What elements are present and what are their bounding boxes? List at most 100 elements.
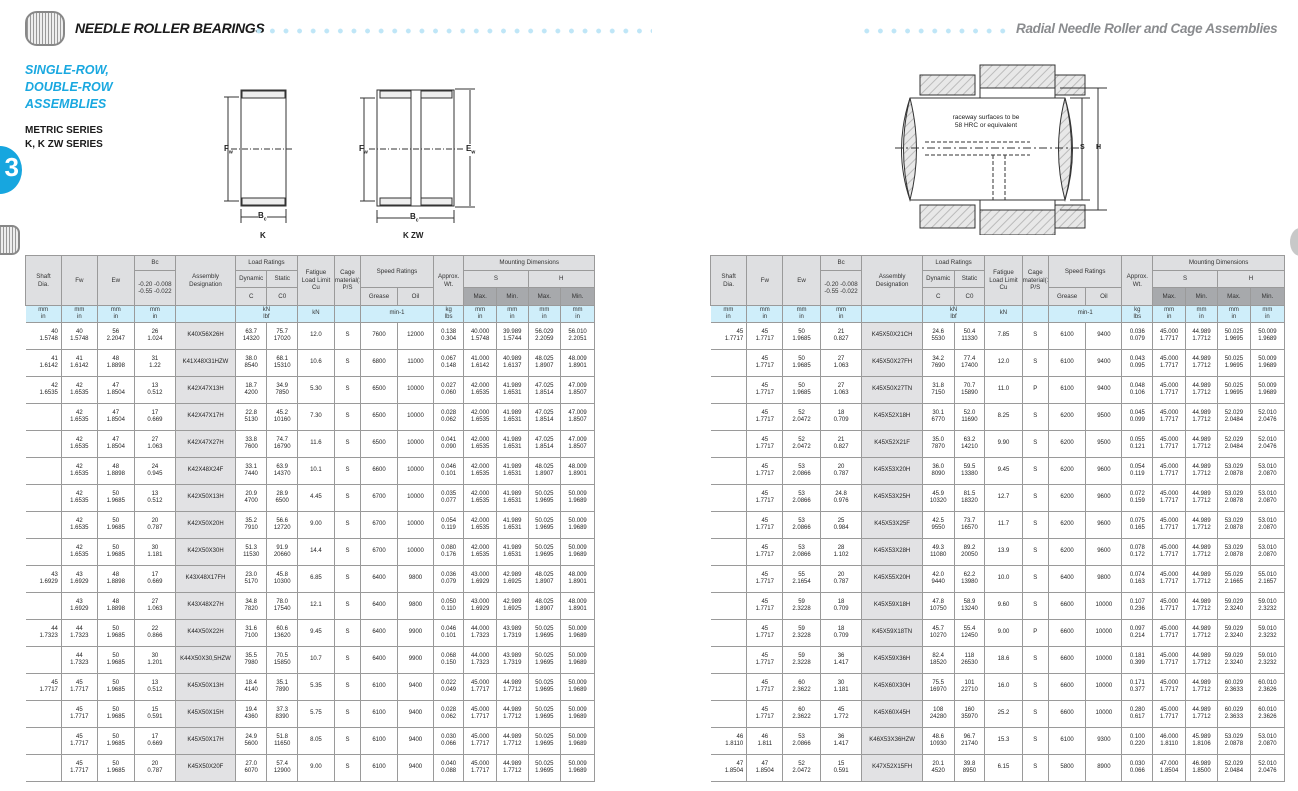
table-row[interactable]: 45 1.7717 59 2.3228 18 0.709 K45X59X18TN 45.… — [710, 619, 1286, 647]
table-row[interactable]: 45 1.7717 53 2.0866 20 0.787 K45X53X20H 36.0… — [710, 457, 1286, 485]
cell-fatigue-limit: 5.35 — [296, 673, 335, 701]
cell-fatigue-limit: 8.25 — [984, 403, 1023, 431]
table-row[interactable]: 45 1.7717 59 2.3228 18 0.709 K45X59X18H 47.8… — [710, 592, 1286, 620]
table-row[interactable]: 42 1.6535 48 1.8898 24 0.945 K42X48X24F 33.1… — [25, 457, 595, 485]
cell-dynamic-c: 45.9 10320 — [921, 484, 955, 512]
section-tab[interactable]: 3 — [0, 146, 22, 194]
cell-shaft-dia — [710, 511, 748, 539]
cell-s-min: 41.989 1.6531 — [495, 511, 529, 539]
cell-s-max: 42.000 1.6535 — [463, 511, 497, 539]
table-row[interactable]: 45 1.7717 53 2.0866 24.8 0.976 K45X53X25H 45… — [710, 484, 1286, 512]
cell-shaft-dia — [710, 619, 748, 647]
header-fw: Fw — [746, 255, 784, 306]
table-row[interactable]: 42 1.6535 47 1.8504 27 1.063 K42X47X27H 33.8… — [25, 430, 595, 458]
table-row[interactable]: 42 1.6535 42 1.6535 47 1.8504 13 0.512 K42X4… — [25, 376, 595, 404]
table-row[interactable]: 45 1.7717 59 2.3228 36 1.417 K45X59X36H 82.4… — [710, 646, 1286, 674]
cell-ew: 50 1.9685 — [96, 511, 135, 539]
cell-designation: K45X55X20H — [861, 565, 923, 593]
cell-speed-oil: 9400 — [1085, 376, 1123, 404]
cell-bc: 21 0.827 — [819, 430, 863, 458]
cell-fw: 46 1.811 — [746, 727, 784, 755]
cell-dynamic-c: 38.0 8540 — [234, 349, 268, 377]
table-row[interactable]: 45 1.7717 50 1.9685 17 0.669 K45X50X17H 24.9… — [25, 727, 595, 755]
cell-h-max: 47.025 1.8514 — [527, 430, 562, 458]
cell-weight: 0.067 0.148 — [432, 349, 465, 377]
cell-fw: 45 1.7717 — [746, 619, 784, 647]
cell-h-min: 59.010 2.3232 — [1249, 646, 1286, 674]
cell-fatigue-limit: 4.45 — [296, 484, 335, 512]
cell-s-min: 41.989 1.6531 — [495, 457, 529, 485]
cell-h-min: 47.009 1.8507 — [560, 403, 595, 431]
cell-fw: 43 1.6929 — [60, 592, 98, 620]
header-s-max: Max. — [1152, 287, 1187, 306]
dotted-rule — [860, 28, 1012, 34]
cell-dynamic-c: 19.4 4360 — [234, 700, 268, 728]
table-row[interactable]: 45 1.7717 45 1.7717 50 1.9685 13 0.512 K45X5… — [25, 673, 595, 701]
cell-dynamic-c: 45.7 10270 — [921, 619, 955, 647]
table-row[interactable]: 45 1.7717 52 2.0472 21 0.827 K45X52X21F 35.0… — [710, 430, 1286, 458]
right-spec-table: Shaft Dia. Fw Ew Bc Assembly Designation Load… — [709, 255, 1286, 782]
cell-speed-oil: 9400 — [1085, 322, 1123, 350]
cell-speed-grease: 6100 — [1047, 322, 1087, 350]
table-row[interactable]: 43 1.6929 43 1.6929 48 1.8898 17 0.669 K43X4… — [25, 565, 595, 593]
cell-cage-material: S — [333, 538, 362, 566]
cell-bc: 17 0.669 — [133, 403, 177, 431]
table-row[interactable]: 43 1.6929 48 1.8898 27 1.063 K43X48X27H 34.8… — [25, 592, 595, 620]
cell-speed-grease: 6200 — [1047, 403, 1087, 431]
cell-fatigue-limit: 11.0 — [984, 376, 1023, 404]
header-c0: C0 — [953, 287, 986, 306]
cell-ew: 60 2.3622 — [782, 673, 821, 701]
table-row[interactable]: 45 1.7717 45 1.7717 50 1.9685 21 0.827 K45X5… — [710, 322, 1286, 350]
cell-shaft-dia: 45 1.7717 — [710, 322, 748, 350]
table-row[interactable]: 45 1.7717 53 2.0866 25 0.984 K45X53X25F 42.5… — [710, 511, 1286, 539]
cell-fatigue-limit: 11.7 — [984, 511, 1023, 539]
table-row[interactable]: 44 1.7323 50 1.9685 30 1.201 K44X50X30,5HZW… — [25, 646, 595, 674]
cell-fatigue-limit: 11.6 — [296, 430, 335, 458]
cell-ew: 48 1.8898 — [96, 565, 135, 593]
cell-speed-grease: 6400 — [360, 592, 398, 620]
table-row[interactable]: 44 1.7323 44 1.7323 50 1.9685 22 0.866 K44X5… — [25, 619, 595, 647]
table-row[interactable]: 45 1.7717 50 1.9685 27 1.063 K45X50X27FH 34.… — [710, 349, 1286, 377]
table-row[interactable]: 46 1.8110 46 1.811 53 2.0866 36 1.417 K46X53… — [710, 727, 1286, 755]
cell-h-min: 50.009 1.9689 — [1249, 349, 1286, 377]
bearing-side-icon — [0, 225, 20, 255]
table-row[interactable]: 45 1.7717 53 2.0866 28 1.102 K45X53X28H 49.3… — [710, 538, 1286, 566]
table-row[interactable]: 42 1.6535 47 1.8504 17 0.669 K42X47X17H 22.8… — [25, 403, 595, 431]
unit-s-min: mm in — [495, 305, 529, 323]
header-bc: Bc — [819, 255, 863, 271]
table-row[interactable]: 42 1.6535 50 1.9685 20 0.787 K42X50X20H 35.2… — [25, 511, 595, 539]
cell-s-min: 41.989 1.6531 — [495, 538, 529, 566]
cell-s-min: 45.989 1.8106 — [1185, 727, 1218, 755]
header-weight: Approx. Wt. — [1121, 255, 1154, 306]
table-row[interactable]: 42 1.6535 50 1.9685 30 1.181 K42X50X30H 51.3… — [25, 538, 595, 566]
table-row[interactable]: 41 1.6142 41 1.6142 48 1.8898 31 1.22 K41X48… — [25, 349, 595, 377]
table-row[interactable]: 42 1.6535 50 1.9685 13 0.512 K42X50X13H 20.9… — [25, 484, 595, 512]
cell-h-max: 50.025 1.9695 — [527, 727, 562, 755]
cell-designation: K45X50X27TN — [861, 376, 923, 404]
cell-shaft-dia — [25, 754, 62, 782]
header-load-ratings: Load Ratings — [234, 255, 298, 271]
cell-bc: 15 0.591 — [819, 754, 863, 782]
table-row[interactable]: 45 1.7717 55 2.1654 20 0.787 K45X55X20H 42.0… — [710, 565, 1286, 593]
cell-ew: 50 1.9685 — [96, 700, 135, 728]
table-row[interactable]: 40 1.5748 40 1.5748 56 2.2047 26 1.024 K40X5… — [25, 322, 595, 350]
cell-speed-grease: 6100 — [360, 700, 398, 728]
header-ew: Ew — [96, 255, 135, 306]
cell-h-min: 48.009 1.8901 — [560, 457, 595, 485]
cell-speed-grease: 6100 — [360, 727, 398, 755]
table-row[interactable]: 45 1.7717 50 1.9685 15 0.591 K45X50X15H 19.4… — [25, 700, 595, 728]
cell-speed-oil: 9800 — [397, 592, 434, 620]
cell-speed-grease: 6400 — [360, 646, 398, 674]
cell-bc: 24.8 0.976 — [819, 484, 863, 512]
cell-fatigue-limit: 10.7 — [296, 646, 335, 674]
cell-weight: 0.138 0.304 — [432, 322, 465, 350]
table-row[interactable]: 45 1.7717 60 2.3622 30 1.181 K45X60X30H 75.5… — [710, 673, 1286, 701]
cell-bc: 17 0.669 — [133, 565, 177, 593]
table-row[interactable]: 45 1.7717 52 2.0472 18 0.709 K45X52X18H 30.1… — [710, 403, 1286, 431]
table-row[interactable]: 45 1.7717 50 1.9685 27 1.063 K45X50X27TN 31.… — [710, 376, 1286, 404]
cell-speed-oil: 10000 — [1085, 673, 1123, 701]
table-row[interactable]: 47 1.8504 47 1.8504 52 2.0472 15 0.591 K47X5… — [710, 754, 1286, 782]
cell-s-min: 44.989 1.7712 — [1185, 457, 1218, 485]
table-row[interactable]: 45 1.7717 60 2.3622 45 1.772 K45X60X45H 108 … — [710, 700, 1286, 728]
table-row[interactable]: 45 1.7717 50 1.9685 20 0.787 K45X50X20F 27.0… — [25, 754, 595, 782]
